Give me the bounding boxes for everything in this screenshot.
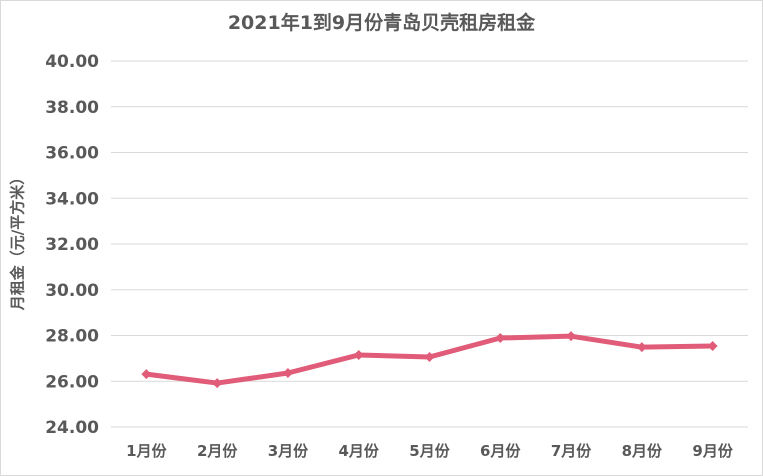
- x-tick-label: 6月份: [480, 442, 521, 460]
- y-tick-label: 32.00: [45, 235, 99, 255]
- data-point-marker: [566, 331, 577, 342]
- x-tick-label: 3月份: [268, 442, 309, 460]
- x-axis-ticks: 1月份 2月份 3月份 4月份 5月份 6月份 7月份 8月份 9月份: [126, 442, 734, 460]
- data-point-marker: [636, 342, 647, 353]
- x-tick-label: 9月份: [692, 442, 733, 460]
- y-tick-label: 34.00: [45, 189, 99, 209]
- data-point-marker: [353, 349, 364, 360]
- y-axis-ticks: 24.00 26.00 28.00 30.00 32.00 34.00 36.00 38.00…: [45, 52, 99, 438]
- x-tick-label: 4月份: [339, 442, 380, 460]
- data-series: [141, 331, 718, 389]
- data-point-marker: [141, 369, 152, 380]
- y-tick-label: 40.00: [45, 52, 99, 72]
- y-tick-label: 28.00: [45, 327, 99, 347]
- y-tick-label: 26.00: [45, 372, 99, 392]
- y-tick-label: 36.00: [45, 144, 99, 164]
- data-point-marker: [212, 378, 223, 389]
- x-tick-label: 2月份: [197, 442, 238, 460]
- data-point-marker: [282, 368, 293, 379]
- x-tick-label: 8月份: [622, 442, 663, 460]
- x-tick-label: 5月份: [409, 442, 450, 460]
- gridlines: [111, 60, 748, 428]
- y-tick-label: 38.00: [45, 98, 99, 118]
- x-tick-label: 1月份: [126, 442, 167, 460]
- data-point-marker: [424, 352, 435, 363]
- y-tick-label: 30.00: [45, 281, 99, 301]
- data-point-marker: [495, 333, 506, 344]
- x-tick-label: 7月份: [551, 442, 592, 460]
- data-point-marker: [707, 341, 718, 352]
- chart-title: 2021年1到9月份青岛贝壳租房租金: [227, 12, 536, 34]
- y-tick-label: 24.00: [45, 418, 99, 438]
